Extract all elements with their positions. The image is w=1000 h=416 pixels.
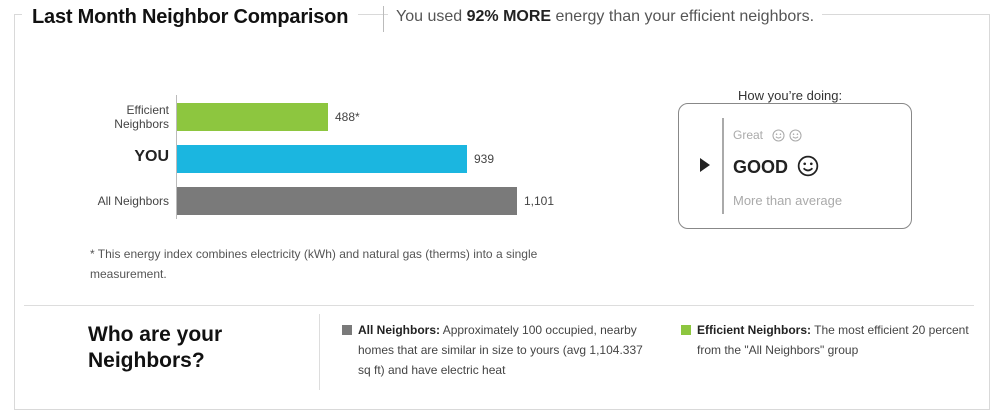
comparison-summary: You used 92% MORE energy than your effic…	[388, 8, 823, 26]
energy-index-footnote: * This energy index combines electricity…	[90, 247, 538, 281]
chart-axis	[176, 95, 177, 219]
how-doing-title: How you’re doing:	[738, 88, 843, 103]
bar-category-label: All Neighbors	[97, 194, 169, 208]
section-divider	[24, 305, 974, 306]
all-neighbors-swatch	[342, 325, 352, 335]
who-are-neighbors-heading: Who are your Neighbors?	[88, 323, 223, 372]
bar	[177, 103, 328, 131]
smiley-icon	[797, 156, 819, 177]
summary-highlight: 92% MORE	[466, 8, 552, 25]
bar	[177, 145, 467, 173]
page-title: Last Month Neighbor Comparison	[22, 6, 359, 29]
bar-value-label: 1,101	[524, 194, 555, 208]
bar-value-label: 939	[474, 152, 495, 166]
efficient-neighbors-text: The most efficient 20 percent from the "…	[697, 323, 969, 357]
rating-more-than-average: More than average	[733, 193, 843, 208]
rating-good: GOOD	[733, 156, 819, 178]
efficient-neighbors-swatch	[681, 325, 691, 335]
all-neighbors-label: All Neighbors:	[358, 323, 441, 337]
all-neighbors-definition: All Neighbors: Approximately 100 occupie…	[358, 320, 648, 380]
rating-great: Great	[733, 128, 802, 142]
who-divider	[319, 314, 320, 390]
rating-great-label: Great	[733, 128, 764, 142]
smiley-icon	[789, 129, 802, 142]
all-neighbors-text: Approximately 100 occupied, nearby homes…	[358, 323, 643, 377]
summary-suffix: energy than your efficient neighbors.	[551, 8, 815, 25]
smiley-icon	[772, 129, 785, 142]
bar	[177, 187, 517, 215]
rating-scale-line	[722, 118, 724, 214]
bar-value-label: 488*	[335, 110, 360, 124]
efficient-neighbors-label: Efficient Neighbors:	[697, 323, 812, 337]
bar-category-label: Efficient Neighbors	[114, 103, 169, 131]
neighbor-bar-chart: Efficient Neighbors 488* YOU 939 All Neighbo…	[0, 0, 600, 300]
rating-pointer-icon	[700, 158, 710, 172]
summary-prefix: You used	[396, 8, 467, 25]
header: Last Month Neighbor Comparison You used …	[0, 0, 1000, 36]
title-divider	[383, 6, 384, 32]
how-doing-box	[678, 103, 912, 229]
efficient-neighbors-definition: Efficient Neighbors: The most efficient …	[697, 320, 972, 360]
bar-category-label: YOU	[134, 148, 169, 165]
rating-good-label: GOOD	[733, 157, 789, 177]
